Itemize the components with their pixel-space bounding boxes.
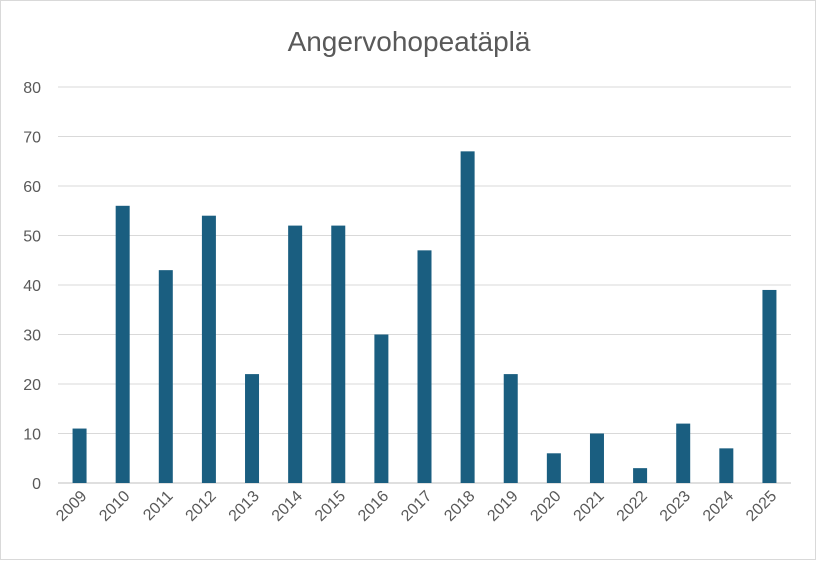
y-tick-label: 30 xyxy=(23,328,41,345)
y-tick-label: 10 xyxy=(23,427,41,444)
y-tick-label: 70 xyxy=(23,130,41,147)
x-tick-label: 2017 xyxy=(398,488,435,525)
bar-2021 xyxy=(589,433,604,483)
bar-2018 xyxy=(460,151,475,483)
bar-2020 xyxy=(546,453,561,483)
bar-2015 xyxy=(331,225,346,483)
x-tick-label: 2015 xyxy=(312,488,349,525)
y-tick-label: 50 xyxy=(23,229,41,246)
y-tick-label: 60 xyxy=(23,179,41,196)
x-tick-label: 2024 xyxy=(700,488,737,525)
x-tick-label: 2023 xyxy=(657,488,694,525)
x-tick-label: 2019 xyxy=(484,488,521,525)
bar-2019 xyxy=(503,374,518,483)
x-tick-label: 2010 xyxy=(96,488,133,525)
y-tick-label: 0 xyxy=(32,476,41,493)
bar-2009 xyxy=(72,428,87,483)
x-tick-label: 2013 xyxy=(226,488,263,525)
chart-title: Angervohopeatäplä xyxy=(288,26,531,57)
x-tick-label: 2014 xyxy=(269,488,306,525)
bars xyxy=(72,151,777,484)
y-tick-label: 20 xyxy=(23,377,41,394)
x-tick-label: 2012 xyxy=(183,488,220,525)
bar-2024 xyxy=(719,448,734,483)
x-tick-label: 2009 xyxy=(53,488,90,525)
bar-2013 xyxy=(245,374,260,483)
x-axis-ticks: 2009 2010 2011 2012 2013 2014 2015 2016 2017 2018… xyxy=(53,488,780,525)
bar-2016 xyxy=(374,334,389,483)
y-axis-ticks: 0 10 20 30 40 50 60 70 80 xyxy=(23,80,41,493)
x-tick-label: 2021 xyxy=(571,488,608,525)
bar-2022 xyxy=(633,468,648,483)
x-tick-label: 2011 xyxy=(140,488,176,524)
x-tick-label: 2025 xyxy=(743,488,780,525)
bar-2011 xyxy=(158,270,173,483)
x-tick-label: 2018 xyxy=(441,488,478,525)
x-tick-label: 2022 xyxy=(614,488,651,525)
bar-2023 xyxy=(676,423,691,483)
bar-2017 xyxy=(417,250,432,483)
bar-2010 xyxy=(115,205,130,484)
bar-2014 xyxy=(288,225,303,483)
x-tick-label: 2016 xyxy=(355,488,392,525)
bar-2012 xyxy=(201,215,216,483)
y-tick-label: 80 xyxy=(23,80,41,97)
x-tick-label: 2020 xyxy=(527,488,564,525)
y-tick-label: 40 xyxy=(23,278,41,295)
bar-2025 xyxy=(762,289,777,483)
